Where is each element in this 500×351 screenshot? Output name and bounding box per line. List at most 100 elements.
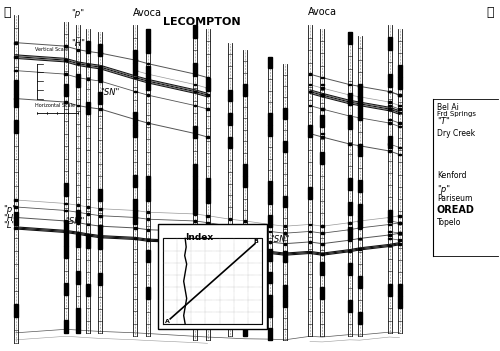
Bar xyxy=(134,119,136,120)
Bar xyxy=(134,50,138,62)
Bar xyxy=(388,220,391,222)
Bar xyxy=(98,188,102,200)
Bar xyxy=(134,62,138,75)
Bar xyxy=(229,218,232,220)
Text: Index: Index xyxy=(186,233,214,242)
Bar xyxy=(283,141,287,152)
Bar xyxy=(206,243,209,245)
Bar xyxy=(283,196,287,207)
Bar xyxy=(388,91,391,92)
Bar xyxy=(146,218,149,220)
Bar xyxy=(99,108,102,110)
Bar xyxy=(193,176,197,189)
Bar xyxy=(388,217,391,218)
Bar xyxy=(268,193,272,204)
Bar xyxy=(194,213,196,215)
Bar xyxy=(194,220,196,222)
Bar xyxy=(398,232,401,234)
Bar xyxy=(99,80,102,82)
Bar xyxy=(76,320,80,333)
Bar xyxy=(388,210,392,222)
Bar xyxy=(64,231,67,232)
Bar xyxy=(388,238,391,239)
Bar xyxy=(283,296,287,307)
Bar xyxy=(348,117,352,130)
Bar xyxy=(388,136,392,148)
Bar xyxy=(14,80,18,94)
Bar xyxy=(99,208,102,210)
Bar xyxy=(284,232,286,234)
Bar xyxy=(206,136,209,138)
Bar xyxy=(158,224,268,329)
Bar xyxy=(76,63,79,65)
Bar xyxy=(64,210,67,211)
Bar xyxy=(146,250,150,263)
Bar xyxy=(206,77,209,79)
Text: A: A xyxy=(165,319,170,324)
Bar xyxy=(358,103,361,105)
Bar xyxy=(321,243,324,245)
Bar xyxy=(146,176,150,188)
Bar xyxy=(14,94,18,107)
Bar xyxy=(388,284,392,296)
Bar xyxy=(321,108,324,110)
Bar xyxy=(134,212,138,224)
Text: Frd Springs: Frd Springs xyxy=(437,111,476,117)
Bar xyxy=(64,45,67,47)
Bar xyxy=(194,91,196,92)
Bar xyxy=(14,98,17,99)
Text: LECOMPTON: LECOMPTON xyxy=(162,17,240,27)
Bar xyxy=(321,136,324,138)
Bar xyxy=(284,225,286,227)
Text: B: B xyxy=(254,239,258,244)
Bar xyxy=(268,272,272,283)
Text: Topelo: Topelo xyxy=(437,218,462,227)
Bar xyxy=(76,271,80,284)
Bar xyxy=(243,290,247,302)
Bar xyxy=(206,191,210,203)
Bar xyxy=(206,87,209,89)
Bar xyxy=(284,253,286,255)
Bar xyxy=(398,239,401,241)
Bar xyxy=(308,105,311,106)
Bar xyxy=(229,225,232,227)
Bar xyxy=(76,234,80,247)
Bar xyxy=(398,112,401,113)
Bar xyxy=(398,77,402,90)
Bar xyxy=(206,108,209,110)
Bar xyxy=(321,253,324,255)
Bar xyxy=(243,279,247,290)
Bar xyxy=(134,77,136,79)
Bar xyxy=(398,105,401,106)
Bar xyxy=(398,65,402,77)
Bar xyxy=(388,105,391,106)
Bar xyxy=(398,94,401,96)
Bar xyxy=(358,96,361,98)
Bar xyxy=(308,84,311,86)
Bar xyxy=(194,73,196,75)
Bar xyxy=(86,79,89,80)
Text: Ⓐ: Ⓐ xyxy=(3,6,10,19)
Bar xyxy=(358,248,361,250)
Bar xyxy=(320,263,324,275)
Bar xyxy=(98,225,102,237)
Bar xyxy=(268,329,272,340)
Text: Bel Ai: Bel Ai xyxy=(437,103,459,112)
Bar xyxy=(76,222,79,224)
Bar xyxy=(193,63,197,75)
Bar xyxy=(76,232,79,234)
Bar xyxy=(244,220,246,222)
Bar xyxy=(76,49,79,51)
Text: Kenford: Kenford xyxy=(437,171,466,180)
Bar xyxy=(64,184,68,196)
Bar xyxy=(64,220,67,222)
Bar xyxy=(243,325,247,336)
Bar xyxy=(358,227,361,229)
Bar xyxy=(348,263,352,276)
Bar xyxy=(388,234,391,236)
Bar xyxy=(283,108,287,119)
Text: "T": "T" xyxy=(437,117,450,126)
Bar xyxy=(308,125,312,137)
Bar xyxy=(228,90,232,101)
Bar xyxy=(134,91,136,92)
